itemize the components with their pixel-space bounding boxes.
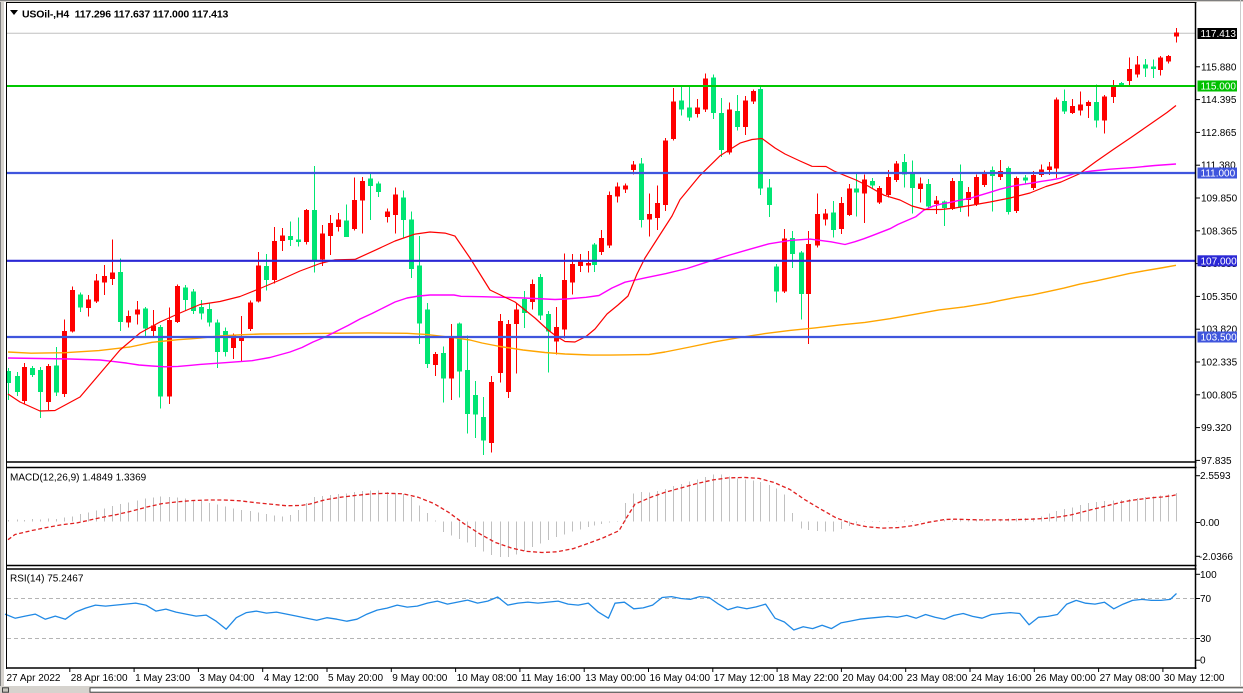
svg-text:102.335: 102.335 (1201, 358, 1238, 369)
svg-text:27 May 08:00: 27 May 08:00 (1100, 673, 1161, 684)
svg-text:117.413: 117.413 (1201, 29, 1237, 40)
svg-text:109.850: 109.850 (1201, 194, 1238, 205)
svg-text:0: 0 (1200, 656, 1206, 667)
svg-text:20 May 04:00: 20 May 04:00 (842, 673, 903, 684)
svg-text:3 May 04:00: 3 May 04:00 (199, 673, 254, 684)
svg-text:18 May 22:00: 18 May 22:00 (778, 673, 839, 684)
svg-text:10 May 08:00: 10 May 08:00 (457, 673, 518, 684)
svg-text:70: 70 (1200, 594, 1212, 605)
svg-text:105.350: 105.350 (1201, 292, 1238, 303)
svg-text:97.835: 97.835 (1201, 456, 1232, 467)
svg-text:103.820: 103.820 (1201, 325, 1238, 336)
svg-text:MACD(12,26,9) 1.4849 1.3369: MACD(12,26,9) 1.4849 1.3369 (10, 473, 147, 484)
svg-text:112.865: 112.865 (1201, 128, 1237, 139)
svg-text:13 May 00:00: 13 May 00:00 (585, 673, 646, 684)
svg-text:USOil-,H4 117.296 117.637 117: USOil-,H4 117.296 117.637 117.000 117.41… (22, 9, 229, 21)
svg-text:28 Apr 16:00: 28 Apr 16:00 (71, 673, 128, 684)
svg-text:30 May 12:00: 30 May 12:00 (1164, 673, 1225, 684)
svg-text:-2.0366: -2.0366 (1199, 552, 1233, 563)
svg-text:111.000: 111.000 (1201, 169, 1236, 180)
svg-text:108.365: 108.365 (1201, 226, 1238, 237)
svg-text:24 May 16:00: 24 May 16:00 (971, 673, 1032, 684)
svg-text:4 May 12:00: 4 May 12:00 (264, 673, 319, 684)
svg-text:11 May 16:00: 11 May 16:00 (521, 673, 581, 684)
svg-text:1 May 23:00: 1 May 23:00 (135, 673, 190, 684)
svg-text:23 May 08:00: 23 May 08:00 (907, 673, 968, 684)
svg-text:16 May 04:00: 16 May 04:00 (650, 673, 711, 684)
svg-text:115.880: 115.880 (1201, 62, 1237, 73)
svg-text:99.320: 99.320 (1201, 423, 1232, 434)
svg-text:111.380: 111.380 (1201, 161, 1236, 172)
svg-text:100.805: 100.805 (1201, 390, 1238, 401)
svg-text:115.000: 115.000 (1201, 82, 1237, 93)
svg-text:9 May 00:00: 9 May 00:00 (392, 673, 447, 684)
svg-text:5 May 20:00: 5 May 20:00 (328, 673, 383, 684)
svg-text:27 Apr 2022: 27 Apr 2022 (7, 673, 61, 684)
svg-text:103.500: 103.500 (1201, 333, 1238, 344)
svg-text:17 May 12:00: 17 May 12:00 (714, 673, 775, 684)
svg-text:26 May 00:00: 26 May 00:00 (1035, 673, 1096, 684)
svg-text:2.5593: 2.5593 (1200, 471, 1231, 482)
svg-text:100: 100 (1200, 570, 1217, 581)
svg-text:30: 30 (1200, 634, 1212, 645)
svg-text:114.395: 114.395 (1201, 95, 1237, 106)
svg-text:RSI(14) 75.2467: RSI(14) 75.2467 (10, 574, 84, 585)
svg-text:107.000: 107.000 (1201, 256, 1238, 267)
svg-text:0.00: 0.00 (1200, 518, 1220, 529)
